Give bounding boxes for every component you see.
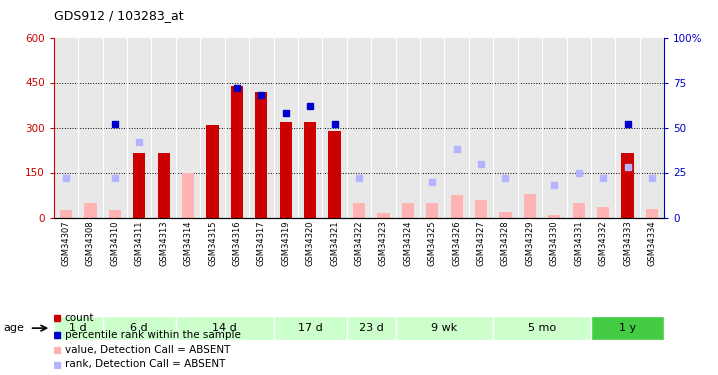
Bar xyxy=(475,200,487,217)
Bar xyxy=(542,38,567,218)
Bar xyxy=(567,38,591,218)
Bar xyxy=(401,202,414,217)
FancyBboxPatch shape xyxy=(347,316,396,340)
Text: rank, Detection Call = ABSENT: rank, Detection Call = ABSENT xyxy=(65,360,225,369)
Text: 5 mo: 5 mo xyxy=(528,323,556,333)
Bar xyxy=(255,92,267,218)
Bar xyxy=(304,122,316,218)
Bar xyxy=(371,38,396,218)
Text: 1 d: 1 d xyxy=(70,323,87,333)
Bar xyxy=(109,210,121,218)
Bar xyxy=(176,38,200,218)
Bar xyxy=(280,122,292,218)
Bar xyxy=(207,124,218,217)
Bar xyxy=(200,38,225,218)
Bar xyxy=(493,38,518,218)
Bar xyxy=(158,153,169,218)
Text: value, Detection Call = ABSENT: value, Detection Call = ABSENT xyxy=(65,345,230,354)
FancyBboxPatch shape xyxy=(493,316,591,340)
Bar xyxy=(469,38,493,218)
Bar xyxy=(328,130,340,218)
Bar xyxy=(151,38,176,218)
Bar xyxy=(298,38,322,218)
Bar xyxy=(426,202,438,217)
Bar xyxy=(322,38,347,218)
Bar xyxy=(103,38,127,218)
FancyBboxPatch shape xyxy=(274,316,347,340)
Bar xyxy=(621,153,633,218)
Bar xyxy=(549,214,560,217)
Bar xyxy=(451,195,462,217)
Text: 9 wk: 9 wk xyxy=(432,323,457,333)
Bar xyxy=(646,209,658,218)
Text: 17 d: 17 d xyxy=(298,323,322,333)
Text: 1 y: 1 y xyxy=(619,323,636,333)
Bar xyxy=(54,38,78,218)
Text: percentile rank within the sample: percentile rank within the sample xyxy=(65,330,241,339)
Text: count: count xyxy=(65,313,94,323)
Bar xyxy=(597,207,610,218)
Text: GDS912 / 103283_at: GDS912 / 103283_at xyxy=(54,9,184,22)
Bar xyxy=(134,153,145,218)
Bar xyxy=(85,202,96,217)
Text: 6 d: 6 d xyxy=(131,323,148,333)
Text: 23 d: 23 d xyxy=(359,323,383,333)
Bar xyxy=(78,38,103,218)
Bar xyxy=(573,202,584,217)
Text: 14 d: 14 d xyxy=(213,323,237,333)
Bar xyxy=(347,38,371,218)
Bar xyxy=(274,38,298,218)
Bar xyxy=(615,38,640,218)
Bar xyxy=(500,211,511,217)
Bar xyxy=(182,172,194,217)
FancyBboxPatch shape xyxy=(396,316,493,340)
Bar xyxy=(518,38,542,218)
Bar xyxy=(353,202,365,217)
Bar xyxy=(396,38,420,218)
Bar xyxy=(231,86,243,218)
Bar xyxy=(444,38,469,218)
FancyBboxPatch shape xyxy=(591,316,664,340)
Bar xyxy=(127,38,151,218)
Bar xyxy=(249,38,274,218)
Bar xyxy=(225,38,249,218)
Bar xyxy=(60,210,72,218)
Bar xyxy=(378,213,389,217)
Bar xyxy=(591,38,615,218)
Bar xyxy=(420,38,444,218)
FancyBboxPatch shape xyxy=(54,316,103,340)
FancyBboxPatch shape xyxy=(176,316,274,340)
Bar xyxy=(640,38,664,218)
Bar xyxy=(523,194,536,217)
Text: age: age xyxy=(4,323,24,333)
FancyBboxPatch shape xyxy=(103,316,176,340)
